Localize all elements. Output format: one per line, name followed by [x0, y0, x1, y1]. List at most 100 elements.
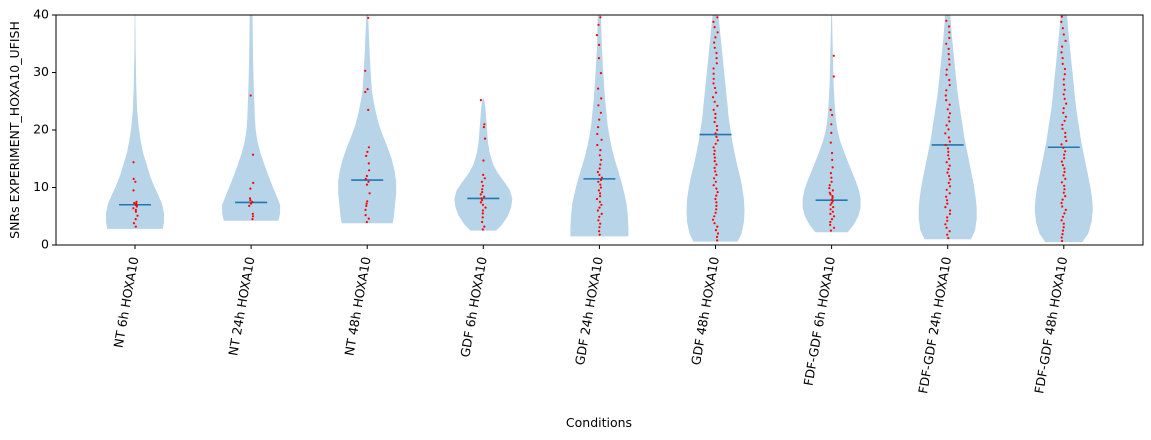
group-4-data-point [481, 228, 484, 231]
group-5-data-point [597, 87, 600, 90]
group-6-data-point [712, 72, 715, 75]
group-1-data-point [132, 222, 136, 225]
group-5-data-point [598, 200, 602, 203]
group-8-data-point [945, 124, 948, 127]
group-9-data-point [1063, 67, 1066, 71]
group-8-data-point [944, 94, 947, 97]
group-3-data-point [364, 214, 367, 217]
group-9-data-point [1061, 205, 1064, 208]
group-4-data-point [479, 99, 482, 102]
group-4-data-point [481, 184, 484, 187]
group-6-data-point [713, 86, 717, 90]
group-6-data-point [715, 235, 719, 238]
group-9-data-point [1064, 115, 1067, 118]
group-9-data-point [1063, 157, 1066, 160]
group-1-data-point [133, 201, 136, 205]
group-9-data-point [1062, 174, 1065, 177]
group-2-data-point [252, 181, 255, 184]
group-8-data-point [945, 68, 948, 71]
group-9-data-point [1062, 78, 1065, 81]
group-9-data-point [1063, 212, 1066, 215]
group-9-data-point [1063, 73, 1066, 76]
group-1-data-point [134, 180, 137, 183]
group-6-violin [686, 15, 745, 242]
group-4-data-point [483, 195, 486, 198]
group-7-data-point [832, 206, 835, 209]
group-3-data-point [366, 200, 369, 203]
group-9-data-point [1061, 127, 1064, 130]
group-5-data-point [596, 143, 599, 147]
group-7-data-point [831, 189, 835, 192]
group-5-data-point [598, 233, 601, 236]
group-3-data-point [364, 177, 367, 180]
group-5-data-point [599, 186, 603, 189]
group-5-data-point [599, 195, 602, 198]
group-3-data-point [367, 108, 370, 111]
group-6-data-point [716, 225, 719, 228]
group-8-data-point [945, 19, 948, 22]
group-6-data-point [713, 156, 717, 159]
group-7-data-point [830, 123, 833, 126]
group-6-data-point [713, 166, 716, 169]
group-3-data-point [367, 16, 370, 19]
group-7-data-point [832, 226, 836, 229]
group-7-data-point [829, 141, 832, 144]
group-8-data-point [949, 178, 952, 181]
x-axis-title: Conditions [566, 415, 632, 430]
group-7-data-point [830, 198, 833, 201]
group-1-data-point [132, 207, 135, 210]
group-8-data-point [945, 89, 948, 92]
group-8-data-point [948, 36, 951, 40]
group-6-data-point [714, 116, 717, 119]
group-4-data-point [481, 203, 485, 206]
group-5-data-point [599, 111, 603, 114]
group-6-data-point [714, 36, 717, 39]
points-layer [132, 15, 1068, 243]
group-4-data-point [483, 137, 487, 140]
group-5-data-point [597, 219, 600, 222]
group-8-data-point [946, 216, 949, 219]
group-7-data-point [830, 176, 833, 179]
group-1-data-point [134, 208, 137, 211]
group-8-data-point [948, 31, 951, 34]
group-9-data-point [1061, 62, 1064, 65]
group-8-data-point [945, 42, 948, 45]
group-3-data-point [365, 204, 368, 207]
group-3-data-point [367, 146, 370, 149]
group-7-data-point [831, 158, 834, 161]
group-1-data-point [134, 218, 137, 221]
group-8-data-point [948, 58, 951, 61]
group-6-data-point [712, 108, 715, 111]
group-8-data-point [947, 154, 950, 157]
group-8-data-point [946, 147, 950, 150]
group-2-violin [222, 15, 281, 221]
group-5-x-tick-label: GDF 24h HOXA10 [572, 255, 606, 366]
group-6-data-point [713, 120, 716, 124]
group-6-data-point [712, 77, 715, 80]
group-1-data-point [135, 202, 138, 205]
group-9-data-point [1060, 236, 1063, 239]
group-6-data-point [712, 20, 715, 23]
group-6-data-point [715, 163, 718, 166]
group-8-data-point [945, 99, 948, 102]
group-4-data-point [480, 197, 483, 200]
group-7-data-point [832, 54, 835, 57]
group-6-data-point [714, 211, 717, 214]
group-2-data-point [251, 153, 255, 156]
group-1-data-point [132, 177, 135, 180]
group-8-data-point [946, 202, 949, 205]
group-6-data-point [713, 26, 716, 29]
group-7-data-point [829, 212, 832, 215]
y-tick-label: 20 [33, 122, 49, 137]
group-8-data-point [945, 226, 948, 229]
group-2-data-point [248, 197, 252, 200]
group-6-data-point [716, 232, 720, 235]
group-9-data-point [1064, 131, 1067, 134]
group-9-data-point [1061, 215, 1064, 218]
group-6-data-point [713, 100, 716, 103]
group-9-data-point [1062, 111, 1065, 114]
group-9-data-point [1061, 45, 1064, 48]
group-5-data-point [596, 170, 600, 174]
group-5-data-point [598, 43, 601, 47]
